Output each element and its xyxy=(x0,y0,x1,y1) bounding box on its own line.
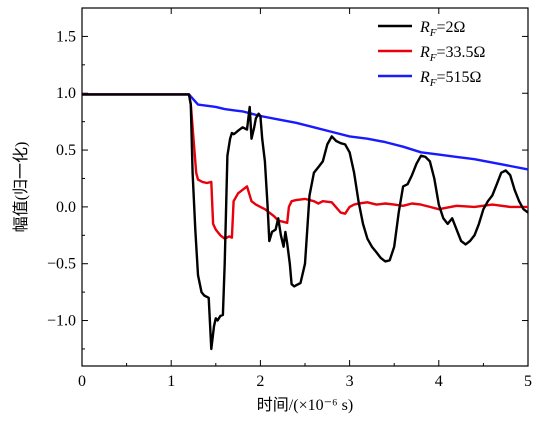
legend-label-0: RF=2Ω xyxy=(419,19,466,39)
y-axis-label: 幅值(归一化) xyxy=(12,142,30,233)
series-line-2 xyxy=(82,93,529,171)
y-tick-label: 0.0 xyxy=(56,199,76,216)
x-tick-label: 1 xyxy=(167,373,175,390)
y-tick-label: −0.5 xyxy=(47,256,76,273)
axis-ticks: 0 1 2 3 4 5 1.5 1.0 0.5 0.0 −0.5 −1.0 xyxy=(47,8,532,390)
y-tick-label: 1.0 xyxy=(56,85,76,102)
x-tick-label: 2 xyxy=(256,373,264,390)
y-tick-label: −1.0 xyxy=(47,313,76,330)
x-tick-label: 5 xyxy=(524,373,532,390)
x-axis-label: 时间/(×10⁻⁶ s) xyxy=(257,396,353,414)
legend: RF=2Ω RF=33.5Ω RF=515Ω xyxy=(378,19,486,89)
x-tick-label: 0 xyxy=(78,373,86,390)
series-line-0 xyxy=(82,93,529,351)
y-tick-label: 0.5 xyxy=(56,142,76,159)
series-line-1 xyxy=(82,93,528,240)
x-tick-label: 3 xyxy=(346,373,354,390)
y-tick-label: 1.5 xyxy=(56,28,76,45)
series-layer xyxy=(82,93,529,351)
legend-label-1: RF=33.5Ω xyxy=(419,44,486,64)
plot-area-frame xyxy=(81,7,529,367)
legend-label-2: RF=515Ω xyxy=(419,69,482,89)
x-tick-label: 4 xyxy=(435,373,443,390)
